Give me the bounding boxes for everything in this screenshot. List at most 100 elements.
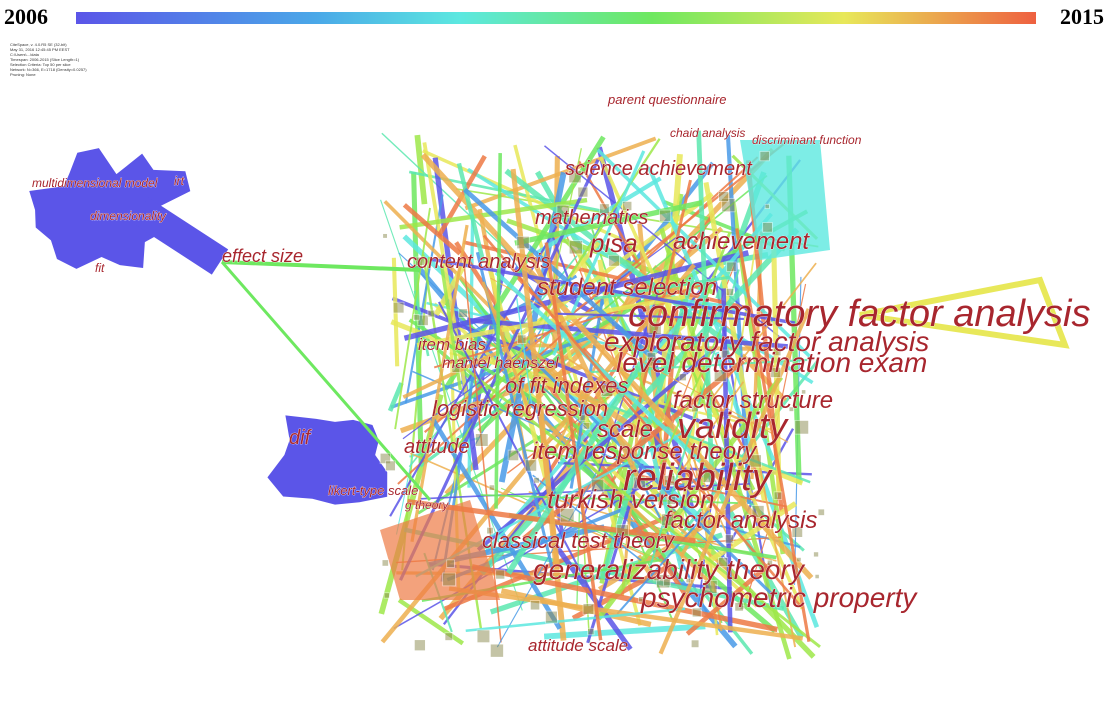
edge [504, 168, 743, 356]
node [678, 373, 687, 382]
edge [464, 136, 657, 211]
edge [590, 358, 808, 374]
info-line: Pruning: None [10, 72, 36, 77]
node [664, 475, 676, 486]
node [559, 507, 575, 523]
cluster [29, 148, 196, 269]
edge [543, 623, 706, 640]
edge [465, 607, 686, 633]
node [666, 495, 677, 505]
node [633, 476, 646, 490]
edge [521, 349, 775, 597]
info-line: CiteSpace, v. 4.0.R5 SE (32-bit) [10, 42, 67, 47]
node [772, 347, 782, 357]
node-label: science achievement [565, 158, 753, 180]
edge [704, 501, 798, 566]
node-label: g theory [405, 498, 449, 512]
node [794, 419, 810, 435]
edge [391, 296, 716, 429]
node [451, 364, 461, 373]
node [661, 513, 675, 527]
edge [395, 453, 414, 535]
node [616, 524, 629, 537]
node [382, 233, 388, 239]
node-label: likert-type scale [328, 483, 418, 498]
node [638, 596, 645, 603]
edge [494, 153, 502, 509]
edge [387, 382, 404, 412]
node [587, 627, 595, 636]
node-label: logistic regression [432, 396, 608, 421]
node [663, 578, 672, 587]
node [690, 639, 700, 649]
edge [513, 144, 642, 626]
node [726, 261, 737, 272]
node-label: turkish version [547, 484, 715, 514]
node [383, 592, 390, 599]
edge [528, 252, 643, 483]
node [691, 607, 702, 618]
edge [496, 472, 597, 648]
node [801, 389, 807, 395]
node [813, 551, 820, 558]
info-line: Timespan: 2006-2015 (Slice Length=1) [10, 57, 80, 62]
node-label: factor structure [673, 387, 833, 414]
info-line: Selection Criteria: Top 50 per slice [10, 62, 71, 67]
node [392, 301, 405, 314]
node [770, 366, 782, 378]
edge [642, 417, 684, 570]
edge [616, 510, 710, 615]
edge [721, 288, 733, 633]
node [817, 508, 825, 516]
node [648, 321, 662, 335]
edge [593, 275, 730, 301]
node [791, 526, 804, 538]
edge [402, 332, 537, 399]
node [702, 470, 716, 483]
node-label: parent questionnaire [607, 92, 727, 107]
node [476, 629, 491, 644]
edge [220, 261, 432, 501]
node [773, 491, 783, 500]
node [516, 235, 530, 250]
node-label: fit [95, 261, 105, 275]
node [590, 478, 605, 493]
info-line: C:\Users\...\data [10, 52, 40, 57]
node [524, 459, 538, 472]
node [646, 356, 657, 367]
edge [463, 187, 661, 366]
edge [552, 270, 643, 455]
edge [735, 228, 811, 642]
node-label: attitude [404, 436, 470, 458]
node-label: discriminant function [752, 133, 862, 147]
node-label: generalizability theory [533, 554, 806, 585]
edge [658, 308, 811, 655]
node [748, 454, 762, 468]
node-label: mantel haenszel [442, 355, 559, 372]
edge [552, 542, 633, 651]
node [796, 556, 802, 563]
node-label: chaid analysis [670, 126, 745, 140]
node-label: scale [597, 416, 653, 443]
edge [490, 277, 789, 443]
node [427, 309, 436, 318]
node [495, 569, 506, 580]
node [413, 314, 420, 321]
node-label: irt [174, 174, 185, 188]
node [788, 406, 795, 412]
node [703, 579, 718, 594]
node-label: effect size [222, 246, 303, 266]
node [568, 170, 582, 184]
node [718, 191, 729, 202]
edge [471, 564, 778, 633]
node [734, 602, 744, 612]
node [385, 460, 396, 472]
node-label: item bias [418, 335, 487, 354]
edge [659, 316, 728, 465]
edge [420, 152, 814, 580]
node-label: pisa [589, 228, 638, 258]
edge [702, 591, 754, 655]
node-label: dimensionality [90, 209, 167, 223]
edge [431, 257, 796, 325]
cluster [267, 415, 388, 505]
